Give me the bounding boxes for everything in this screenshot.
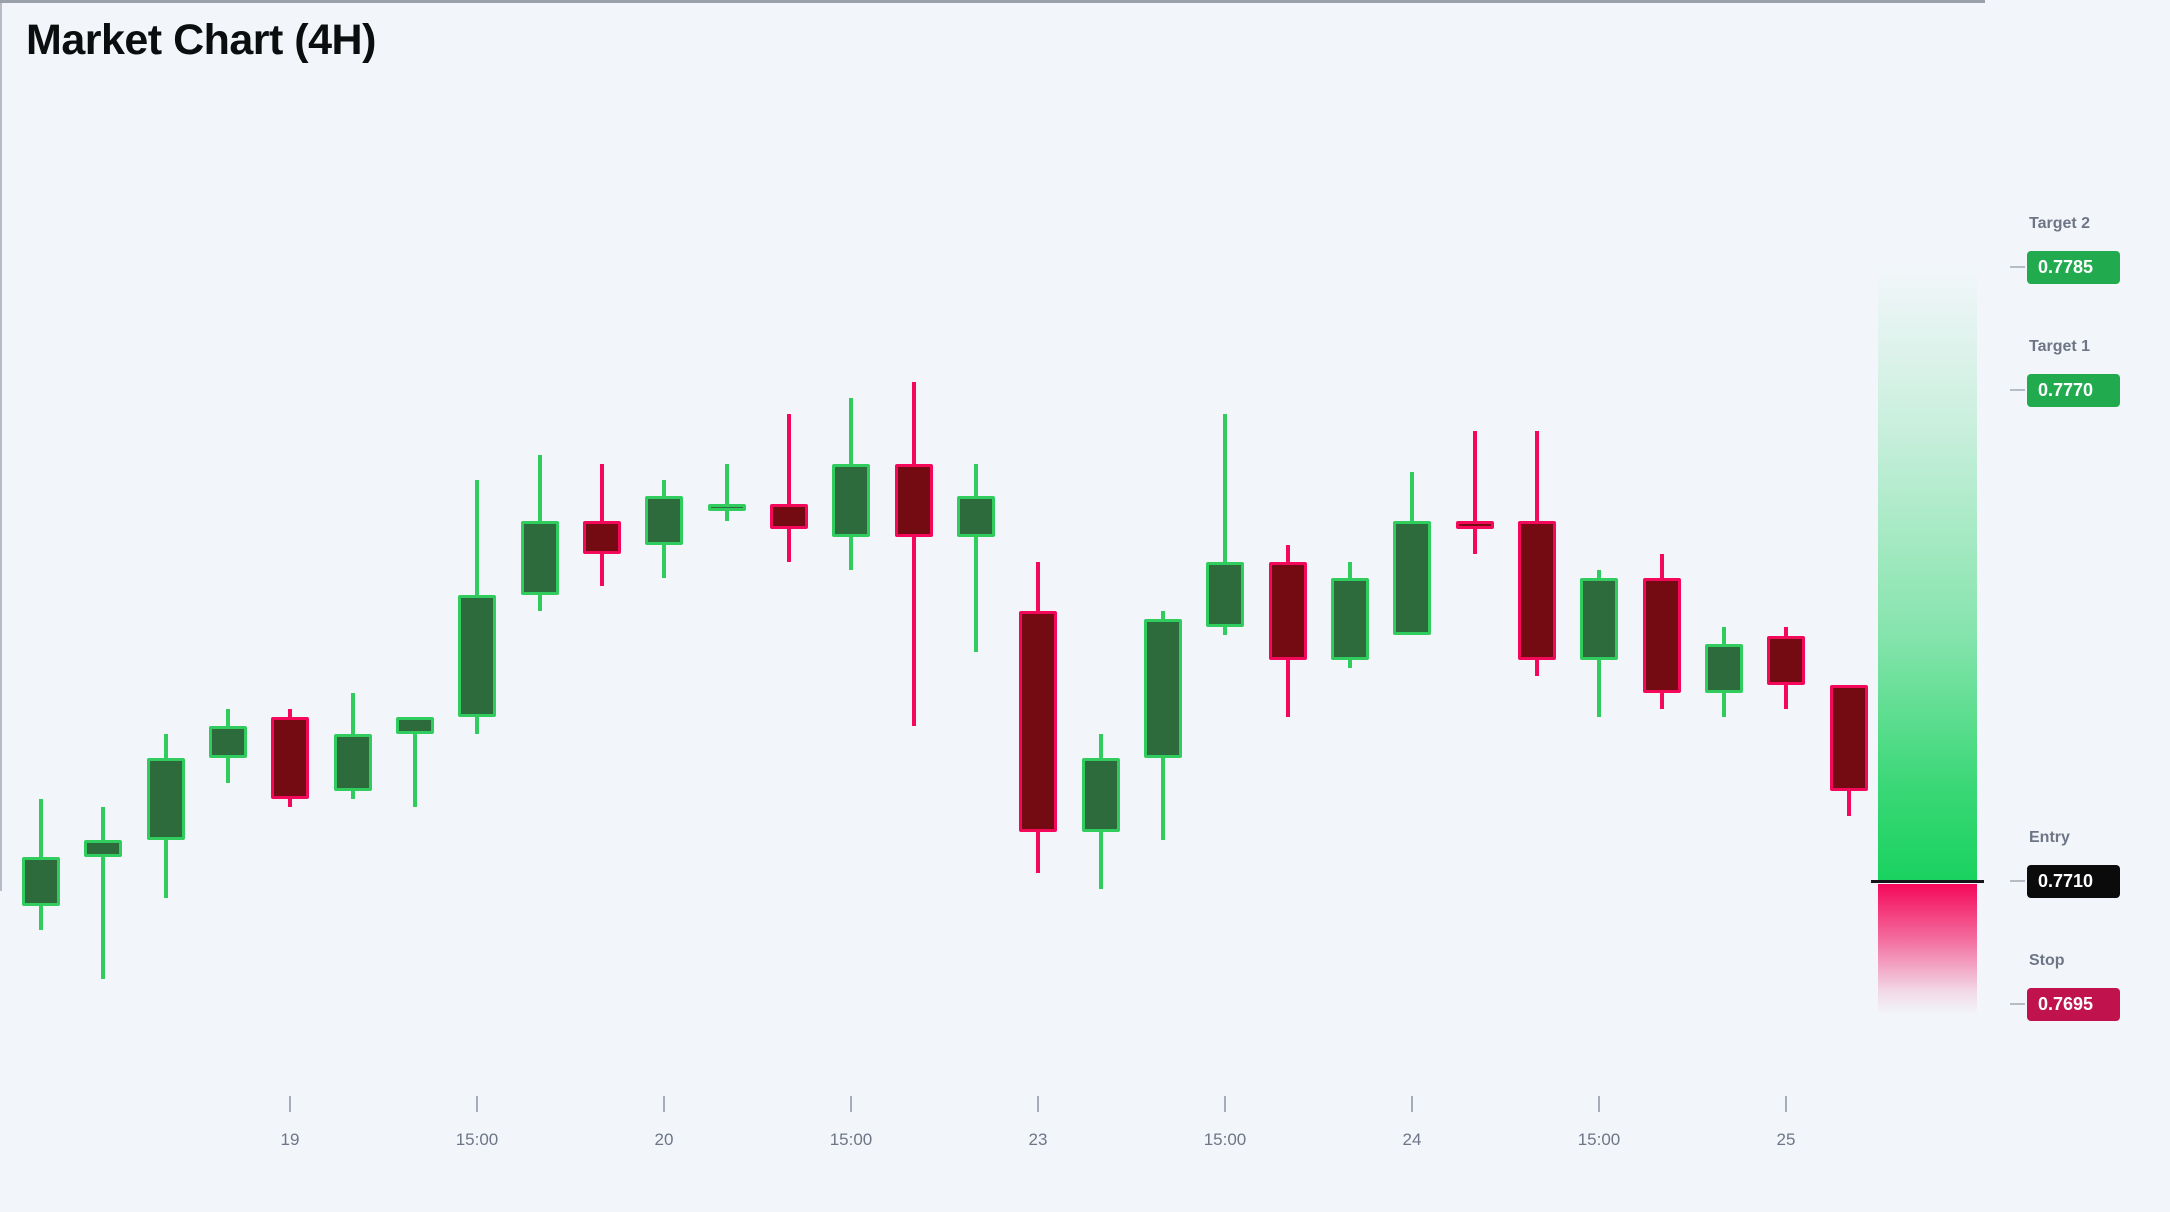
candle-body — [1206, 561, 1245, 628]
candle-body — [1767, 635, 1806, 685]
x-tick — [1785, 1096, 1787, 1112]
candle-body — [645, 496, 684, 546]
level-badge: 0.7770 — [2027, 374, 2120, 407]
candle-wick — [1472, 430, 1477, 554]
candle-body — [832, 463, 871, 538]
candle-body — [520, 520, 559, 595]
x-tick-label: 15:00 — [1577, 1130, 1621, 1149]
level-badge: 0.7710 — [2027, 865, 2120, 898]
x-tick-label: 24 — [1402, 1130, 1422, 1149]
candle-body — [1330, 578, 1369, 661]
candle-body — [22, 856, 60, 906]
level-label: Target 2 — [2029, 215, 2091, 232]
candle-wick — [412, 717, 417, 808]
x-tick — [476, 1096, 478, 1112]
x-axis-line — [0, 0, 1985, 3]
candle-body — [1455, 520, 1494, 530]
price-tick — [2010, 266, 2025, 268]
level-label: Target 1 — [2029, 338, 2091, 355]
candle-body — [458, 594, 497, 718]
candle-body — [1268, 561, 1307, 661]
level-label: Entry — [2029, 829, 2070, 846]
candle-body — [271, 717, 310, 800]
x-tick-label: 20 — [654, 1130, 674, 1149]
loss-zone — [1878, 884, 1977, 1015]
candle-body — [1393, 520, 1432, 636]
candle-wick — [1223, 414, 1228, 636]
candle-body — [208, 725, 247, 759]
candle-body — [1019, 610, 1058, 833]
x-tick-label: 19 — [280, 1130, 300, 1149]
candle-body — [1143, 619, 1182, 759]
candle-body — [707, 504, 746, 512]
candle-body — [582, 520, 621, 554]
x-tick — [1411, 1096, 1413, 1112]
x-tick — [289, 1096, 291, 1112]
x-tick-label: 15:00 — [455, 1130, 499, 1149]
price-tick — [2010, 1003, 2025, 1005]
x-tick-label: 25 — [1776, 1130, 1796, 1149]
x-tick-label: 15:00 — [829, 1130, 873, 1149]
candle-body — [956, 496, 995, 538]
page-title: Market Chart (4H) — [26, 16, 376, 64]
x-tick — [1598, 1096, 1600, 1112]
x-tick — [1224, 1096, 1226, 1112]
candle-body — [146, 758, 185, 841]
level-badge: 0.7695 — [2027, 988, 2120, 1021]
level-badge: 0.7785 — [2027, 251, 2120, 284]
candle-body — [333, 733, 372, 792]
candle-body — [1704, 643, 1743, 693]
candle-body — [1517, 520, 1556, 661]
x-tick — [1037, 1096, 1039, 1112]
candle-body — [84, 840, 123, 857]
x-tick — [850, 1096, 852, 1112]
candle-body — [1829, 684, 1868, 792]
candle-body — [894, 463, 933, 538]
candle-body — [395, 717, 434, 734]
candle-wick — [724, 463, 729, 521]
candle-wick — [973, 463, 978, 652]
candle-body — [769, 504, 808, 530]
candle-body — [1580, 578, 1619, 661]
candle-wick — [101, 807, 106, 980]
x-tick-label: 23 — [1028, 1130, 1048, 1149]
level-label: Stop — [2029, 952, 2065, 969]
y-axis-line — [0, 3, 2, 891]
x-tick — [663, 1096, 665, 1112]
price-tick — [2010, 880, 2025, 882]
candle-wick — [911, 381, 916, 726]
x-tick-label: 15:00 — [1203, 1130, 1247, 1149]
candle-wick — [786, 414, 791, 562]
candle-body — [1081, 758, 1120, 833]
candle-body — [1642, 578, 1681, 693]
profit-zone — [1878, 267, 1977, 881]
entry-price-line — [1871, 880, 1984, 883]
price-tick — [2010, 389, 2025, 391]
